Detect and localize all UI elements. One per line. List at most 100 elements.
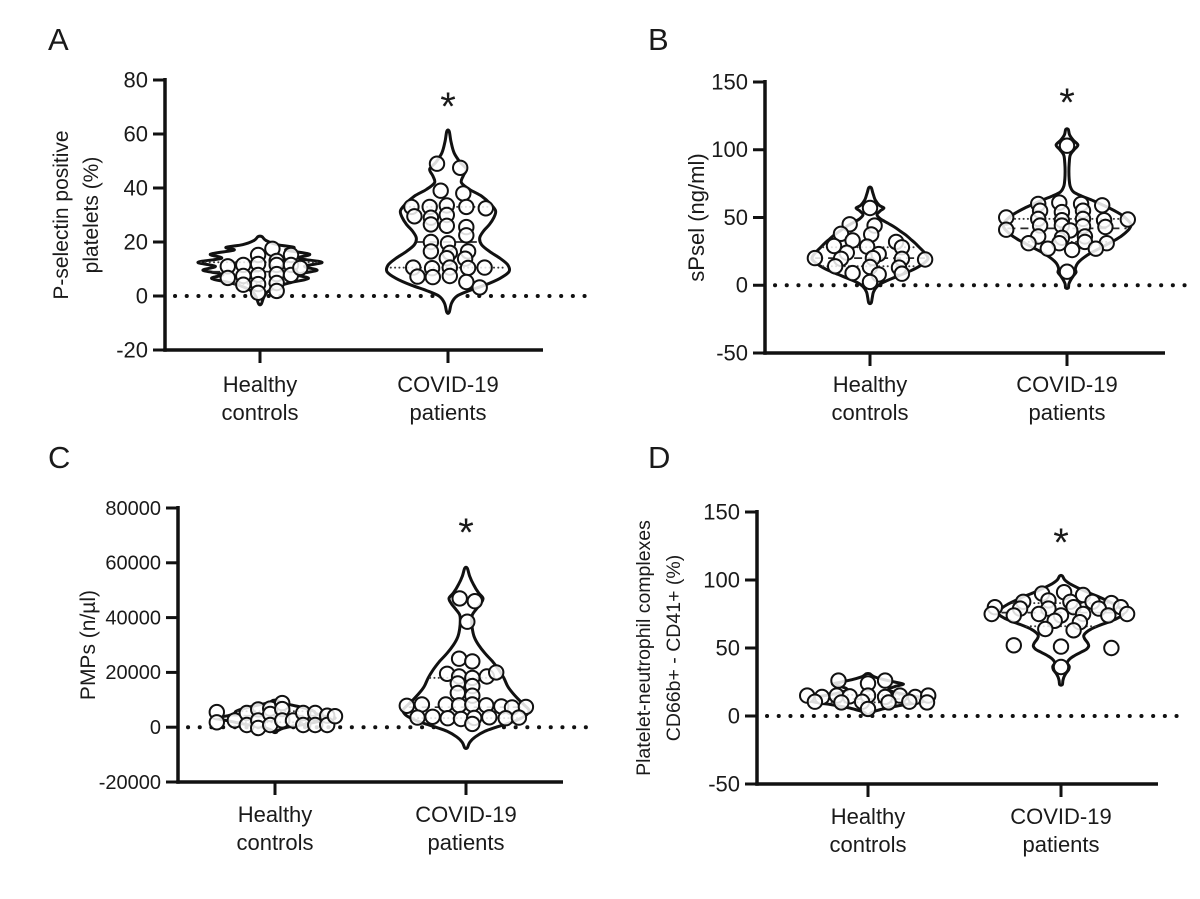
data-point: [1037, 620, 1054, 638]
data-point: [983, 605, 1000, 623]
y-axis: 80000 60000 40000 20000 0 -20000: [99, 498, 180, 794]
category-label: COVID-19: [1010, 804, 1111, 829]
panel-label-b: B: [648, 22, 669, 57]
category-label: controls: [829, 832, 906, 857]
y-tick-label: -50: [708, 771, 740, 796]
data-point: [1058, 137, 1076, 154]
data-point: [1118, 605, 1136, 623]
data-point: [1065, 622, 1082, 639]
data-point: [830, 672, 847, 689]
significance-asterisk: *: [440, 85, 456, 129]
data-point: [1063, 241, 1081, 259]
y-tick-label: 80: [124, 67, 148, 92]
category-label: COVID-19: [397, 372, 498, 397]
data-point: [880, 694, 897, 711]
x-axis: Healthy controls COVID-19 patients: [763, 351, 1165, 425]
data-point: [466, 593, 483, 610]
data-point: [455, 185, 472, 202]
x-axis: Healthy controls COVID-19 patients: [176, 780, 563, 855]
category-label: patients: [427, 830, 504, 855]
data-point: [893, 265, 911, 282]
data-point: [918, 694, 936, 711]
data-point: [998, 221, 1015, 238]
data-point: [464, 715, 481, 733]
y-tick-label: 50: [716, 635, 740, 660]
violin-covid-patients: [983, 573, 1136, 687]
data-point: [825, 237, 843, 255]
y-axis-title: P-selectin positive: [50, 130, 73, 299]
data-point: [438, 217, 455, 235]
data-point: [219, 269, 237, 287]
data-point: [450, 650, 468, 667]
y-tick-label: 100: [703, 567, 740, 592]
data-point: [861, 199, 879, 217]
data-point: [1119, 211, 1136, 228]
data-point: [458, 273, 475, 291]
data-point: [409, 268, 426, 285]
data-point: [488, 664, 505, 681]
y-tick-label: 20: [124, 229, 148, 254]
violin-covid-patients: [998, 127, 1136, 290]
y-tick-label: -20000: [99, 772, 161, 794]
data-point: [464, 653, 481, 670]
data-point: [451, 590, 468, 607]
y-tick-label: 60: [124, 121, 148, 146]
violin-chart-c: 80000 60000 40000 20000 0 -20000 Healthy contro…: [77, 498, 594, 855]
category-label: patients: [1022, 832, 1099, 857]
data-point: [1039, 240, 1056, 257]
data-point: [481, 709, 498, 726]
panel-label-d: D: [648, 440, 671, 475]
y-axis-title: Platelet-neutrophil complexes: [633, 520, 655, 776]
x-axis: Healthy controls COVID-19 patients: [755, 782, 1158, 857]
data-point: [844, 264, 861, 282]
category-label: COVID-19: [415, 802, 516, 827]
data-point: [235, 276, 252, 293]
data-point: [292, 259, 309, 277]
data-point: [464, 696, 481, 713]
violin-chart-a: 80 60 40 20 0 -20 Healthy controls COVID-19 patie…: [50, 67, 594, 425]
data-point: [424, 268, 441, 286]
data-point: [432, 182, 449, 199]
data-point: [476, 259, 493, 276]
data-point: [1020, 235, 1037, 252]
data-point: [441, 267, 458, 285]
category-label: controls: [221, 400, 298, 425]
y-axis-title: PMPs (n/µl): [77, 590, 100, 700]
x-axis: Healthy controls COVID-19 patients: [163, 348, 543, 425]
category-label: COVID-19: [1016, 372, 1117, 397]
y-tick-label: 0: [136, 283, 148, 308]
y-tick-label: -20: [116, 337, 148, 362]
category-label: Healthy: [238, 802, 313, 827]
data-point: [458, 198, 475, 216]
violin-healthy-controls: [806, 185, 934, 306]
violin-covid-patients: [384, 128, 512, 315]
category-label: Healthy: [833, 372, 908, 397]
category-label: patients: [409, 400, 486, 425]
data-point: [424, 708, 441, 725]
data-point: [1103, 639, 1120, 657]
panel-label-a: A: [48, 22, 69, 57]
data-point: [1052, 658, 1070, 676]
data-point: [477, 200, 494, 217]
data-point: [459, 259, 477, 277]
y-tick-label: 100: [711, 137, 748, 162]
violin-healthy-controls: [799, 672, 937, 718]
significance-asterisk: *: [458, 511, 474, 555]
y-tick-label: 0: [736, 273, 748, 298]
data-point: [1094, 197, 1111, 214]
data-point: [806, 693, 824, 710]
category-label: Healthy: [831, 804, 906, 829]
significance-asterisk: *: [1059, 81, 1075, 125]
panel-label-c: C: [48, 440, 71, 475]
y-axis-title: CD66b+ - CD41+ (%): [663, 555, 685, 741]
data-point: [1052, 638, 1070, 655]
y-tick-label: 80000: [105, 498, 161, 520]
data-point: [398, 697, 415, 714]
data-point: [437, 696, 454, 713]
data-point: [422, 243, 440, 260]
data-point: [1030, 605, 1048, 623]
category-label: patients: [1028, 400, 1105, 425]
y-axis-title: platelets (%): [80, 157, 103, 274]
y-tick-label: 50: [724, 205, 748, 230]
